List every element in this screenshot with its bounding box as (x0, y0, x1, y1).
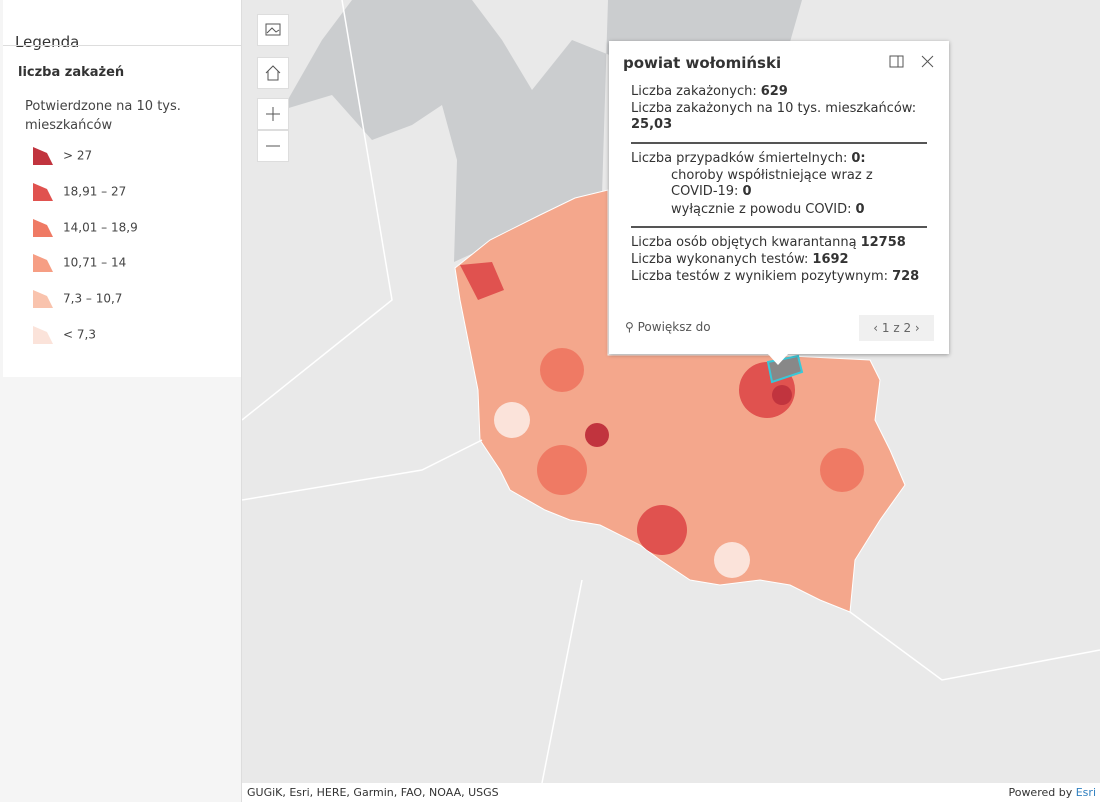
value: 0 (855, 202, 865, 217)
legend-title: Legenda (15, 33, 80, 51)
legend-item: > 27 (31, 145, 92, 167)
popup-line: choroby współistniejące wraz z COVID-19:… (671, 168, 881, 200)
attribution: GUGiK, Esri, HERE, Garmin, FAO, NOAA, US… (247, 786, 499, 799)
legend-item: 14,01 – 18,9 (31, 217, 138, 239)
separator (631, 142, 927, 144)
popup-line: wyłącznie z powodu COVID: 0 (671, 202, 911, 218)
separator (631, 226, 927, 228)
swatch (33, 147, 53, 165)
legend-label: > 27 (63, 148, 93, 163)
sidebar: Legenda liczba zakażeń Potwierdzone na 1… (0, 0, 242, 802)
zoom-label: Powiększ do (637, 320, 711, 334)
value: 0: (851, 151, 866, 166)
legend-label: 7,3 – 10,7 (63, 291, 123, 306)
powered-text: Powered by (1008, 786, 1073, 799)
legend-field: Potwierdzone na 10 tys. mieszkańców (25, 99, 181, 133)
label: wyłącznie z powodu COVID: (671, 202, 852, 217)
zoom-in[interactable] (257, 98, 289, 130)
pager-label: 1 z 2 (881, 321, 912, 335)
value: 629 (760, 84, 788, 99)
label: Liczba wykonanych testów: (631, 252, 809, 267)
zoom-out[interactable] (257, 130, 289, 162)
value: 728 (892, 269, 920, 284)
swatch (33, 290, 53, 309)
legend-item: 7,3 – 10,7 (31, 288, 122, 310)
popup-line: Liczba przypadków śmiertelnych: 0: (631, 151, 921, 167)
divider (3, 45, 241, 46)
popup: powiat wołomiński Liczba zakażonych: 629 … (609, 41, 949, 354)
legend-item: < 7,3 (31, 324, 96, 346)
legend-label: < 7,3 (63, 327, 96, 342)
label: choroby współistniejące wraz z COVID-19: (671, 168, 873, 199)
label: Liczba testów z wynikiem pozytywnym: (631, 269, 889, 284)
swatch (33, 326, 53, 344)
popup-line: Liczba osób objętych kwarantanną 12758 (631, 235, 941, 251)
value: 1692 (812, 252, 849, 267)
swatch (33, 218, 53, 237)
label: Liczba zakażonych na 10 tys. mieszkańców… (631, 101, 917, 116)
value: 0 (742, 184, 752, 199)
popup-actions[interactable] (889, 53, 939, 71)
pager[interactable]: ‹ 1 z 2 › (859, 315, 934, 341)
legend-item: 18,91 – 27 (31, 181, 126, 203)
legend-label: 14,01 – 18,9 (63, 220, 138, 235)
popup-title: powiat wołomiński (623, 54, 782, 72)
value: 25,03 (631, 117, 673, 132)
popup-line: Liczba wykonanych testów: 1692 (631, 252, 921, 268)
label: Liczba osób objętych kwarantanną (631, 235, 857, 250)
powered-by: Powered by Esri (1008, 783, 1096, 802)
swatch (33, 254, 53, 273)
legend-layer: liczba zakażeń (18, 65, 125, 80)
label: Liczba przypadków śmiertelnych: (631, 151, 848, 166)
popup-line: Liczba zakażonych na 10 tys. mieszkańców… (631, 101, 921, 133)
attribution-bar: GUGiK, Esri, HERE, Garmin, FAO, NOAA, US… (242, 783, 1100, 802)
legend-label: 18,91 – 27 (63, 184, 127, 199)
home-button[interactable] (257, 57, 289, 89)
popup-line: Liczba testów z wynikiem pozytywnym: 728 (631, 269, 941, 285)
legend: Legenda liczba zakażeń Potwierdzone na 1… (3, 0, 241, 377)
legend-label: 10,71 – 14 (63, 255, 127, 270)
popup-line: Liczba zakażonych: 629 (631, 84, 921, 100)
popup-pointer (767, 353, 789, 365)
label: Liczba zakażonych: (631, 84, 757, 99)
legend-item: 10,71 – 14 (31, 252, 126, 274)
basemap-button[interactable] (257, 14, 289, 46)
swatch (33, 182, 53, 201)
esri-link[interactable]: Esri (1075, 786, 1096, 799)
zoom-to[interactable]: ⚲ Powiększ do (625, 320, 711, 334)
value: 12758 (860, 235, 906, 250)
